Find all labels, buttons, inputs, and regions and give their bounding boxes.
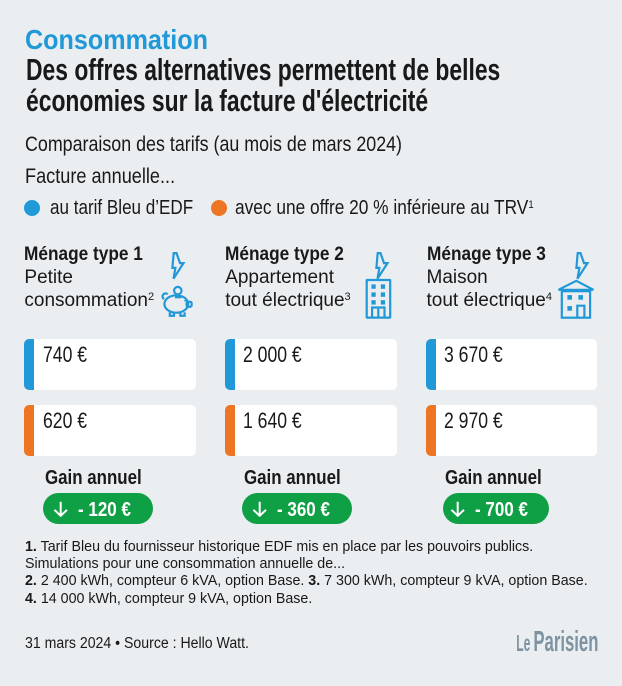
- svg-text:Le: Le: [516, 630, 530, 656]
- svg-text:Parisien: Parisien: [533, 626, 598, 657]
